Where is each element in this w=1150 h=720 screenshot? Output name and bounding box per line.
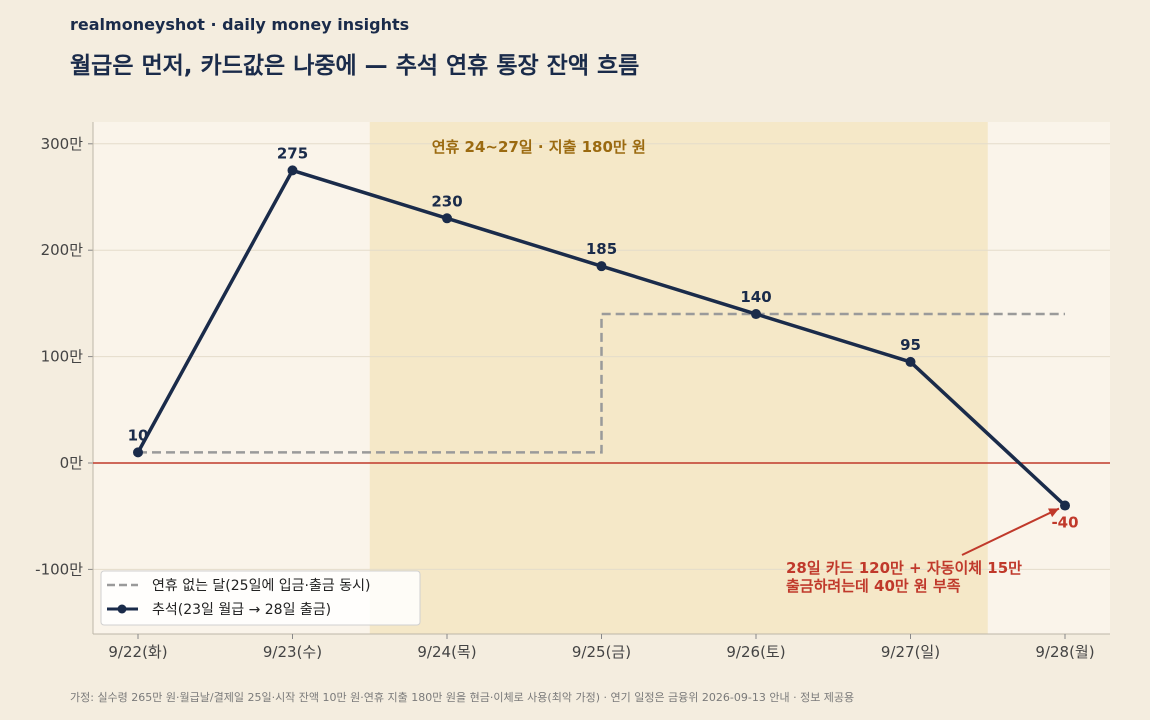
data-point [287, 165, 298, 176]
data-label: 230 [431, 192, 462, 210]
y-tick-label: 200만 [41, 241, 84, 259]
x-tick-label: 9/22(화) [108, 643, 167, 661]
data-point [1060, 500, 1070, 511]
y-tick-label: 0만 [60, 454, 84, 472]
annotation-arrowhead [1048, 508, 1059, 518]
y-tick-label: 100만 [41, 348, 84, 366]
footnote: 가정: 실수령 265만 원·월급날/결제일 25일·시작 잔액 10만 원·연… [70, 691, 855, 704]
x-tick-label: 9/27(일) [881, 643, 940, 661]
chart-title: 월급은 먼저, 카드값은 나중에 — 추석 연휴 통장 잔액 흐름 [70, 53, 640, 79]
annotation-line-2: 출금하려는데 40만 원 부족 [786, 577, 961, 595]
data-label: 10 [128, 426, 149, 444]
legend-box [100, 570, 421, 626]
data-point [751, 309, 761, 320]
annotation-line-1: 28일 카드 120만 + 자동이체 15만 [786, 559, 1022, 577]
data-point [133, 447, 143, 458]
legend: 연휴 없는 달(25일에 입금·출금 동시) 추석(23일 월급 → 28일 출금… [100, 570, 421, 626]
legend-marker-chuseok [117, 604, 127, 614]
holiday-band-label: 연휴 24~27일 · 지출 180만 원 [432, 138, 646, 156]
series-line-no-holiday [138, 312, 1065, 454]
x-tick-label: 9/25(금) [572, 643, 631, 661]
x-tick-label: 9/26(토) [726, 643, 785, 661]
annotation-arrow [961, 507, 1060, 556]
data-point [442, 213, 452, 224]
holiday-band [369, 122, 988, 634]
x-tick-label: 9/23(수) [263, 643, 322, 661]
y-tick-label: -100만 [35, 560, 83, 578]
data-label: 95 [900, 336, 921, 354]
x-tick-label: 9/28(월) [1035, 643, 1094, 661]
brand-subtitle: realmoneyshot · daily money insights [70, 15, 410, 34]
data-point [905, 356, 916, 367]
y-tick-label: 300만 [41, 135, 84, 153]
legend-label-no-holiday: 연휴 없는 달(25일에 입금·출금 동시) [152, 578, 370, 594]
data-label: 140 [740, 288, 771, 306]
x-tick-label: 9/24(목) [417, 643, 476, 661]
data-label: 185 [586, 240, 617, 258]
data-label: 275 [277, 144, 308, 162]
legend-label-chuseok: 추석(23일 월급 → 28일 출금) [152, 602, 331, 618]
data-point [596, 261, 607, 272]
data-label: -40 [1051, 514, 1078, 532]
